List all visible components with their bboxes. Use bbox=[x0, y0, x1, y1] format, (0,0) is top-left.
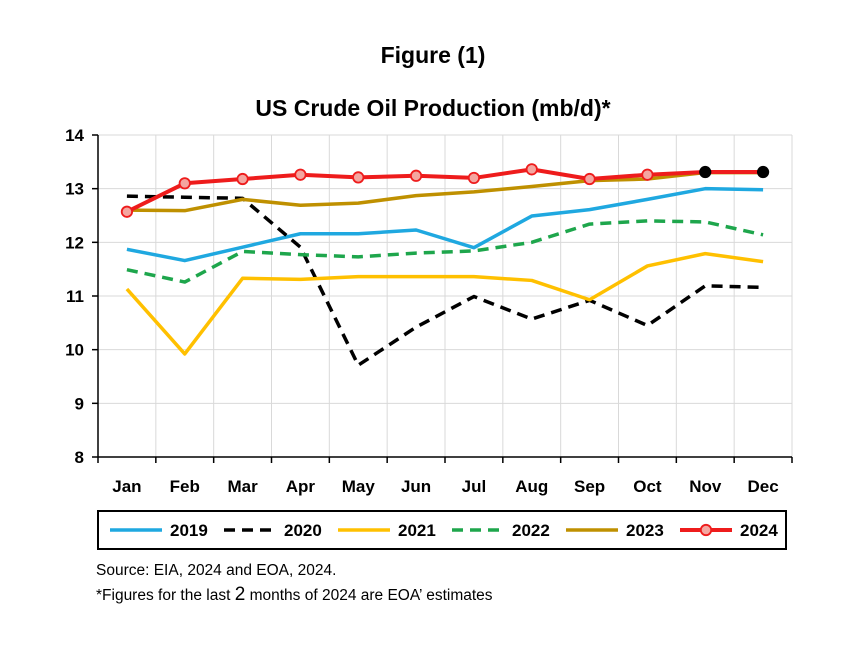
x-tick-label: Nov bbox=[689, 477, 722, 496]
series-line-2022 bbox=[126, 219, 764, 284]
x-tick-labels: Jan Feb Mar Apr May Jun Jul Aug Sep Oct Nov Dec bbox=[112, 477, 778, 496]
axes bbox=[92, 134, 793, 463]
x-tick-label: Feb bbox=[170, 477, 200, 496]
series-line-2020 bbox=[126, 194, 764, 367]
data-point bbox=[467, 171, 481, 185]
legend-marker-2024 bbox=[699, 523, 713, 537]
gridlines bbox=[98, 134, 793, 457]
series-line-2019 bbox=[126, 186, 764, 263]
data-point bbox=[409, 169, 423, 182]
x-tick-label: Apr bbox=[286, 477, 316, 496]
x-tick-label: Sep bbox=[574, 477, 605, 496]
source-text: Source: EIA, 2024 and EOA, 2024. bbox=[96, 562, 337, 579]
legend-label-2020: 2020 bbox=[284, 521, 322, 540]
data-point bbox=[525, 163, 538, 176]
y-tick-label: 11 bbox=[66, 287, 84, 306]
chart-title: US Crude Oil Production (mb/d)* bbox=[255, 95, 611, 121]
data-point bbox=[178, 177, 191, 190]
series-line-2021 bbox=[125, 251, 764, 356]
y-tick-label: 13 bbox=[65, 180, 84, 199]
legend-label-2019: 2019 bbox=[170, 521, 208, 540]
y-tick-label: 10 bbox=[65, 341, 84, 360]
data-point bbox=[641, 168, 654, 181]
y-tick-label: 9 bbox=[75, 394, 84, 413]
data-point-estimate bbox=[699, 165, 712, 179]
data-point bbox=[236, 172, 249, 186]
data-point bbox=[120, 205, 134, 218]
legend-label-2023: 2023 bbox=[626, 521, 664, 540]
series-line-2023 bbox=[126, 170, 764, 213]
data-point bbox=[352, 171, 365, 184]
series-lines bbox=[120, 163, 770, 367]
legend: 2019 2020 2021 2022 2023 2024 bbox=[97, 510, 787, 550]
x-tick-label: Mar bbox=[227, 477, 258, 496]
x-tick-label: May bbox=[342, 477, 376, 496]
y-tick-labels: 8 9 10 11 12 13 14 bbox=[65, 126, 84, 467]
footnote-suffix: months of 2024 are EOA’ estimates bbox=[245, 587, 493, 604]
legend-label-2022: 2022 bbox=[512, 521, 550, 540]
line-chart: 8 9 10 11 12 13 14 Jan Feb Mar Apr May Jun Jul Aug Sep… bbox=[65, 126, 793, 550]
x-tick-label: Oct bbox=[633, 477, 662, 496]
footnote-prefix: *Figures for the last bbox=[96, 587, 235, 604]
y-tick-label: 12 bbox=[65, 233, 84, 252]
legend-label-2021: 2021 bbox=[398, 521, 436, 540]
x-tick-label: Dec bbox=[747, 477, 778, 496]
legend-box bbox=[97, 510, 787, 550]
footnote: *Figures for the last 2 months of 2024 a… bbox=[96, 584, 493, 606]
x-tick-label: Aug bbox=[515, 477, 548, 496]
series-line-2024 bbox=[126, 167, 764, 214]
footnote-number: 2 bbox=[234, 584, 246, 605]
data-point bbox=[294, 168, 307, 181]
y-tick-label: 8 bbox=[75, 448, 84, 467]
data-point bbox=[583, 172, 596, 186]
x-tick-label: Jan bbox=[112, 477, 141, 496]
x-tick-label: Jun bbox=[401, 477, 431, 496]
data-point-estimate bbox=[756, 165, 770, 179]
figure-label: Figure (1) bbox=[380, 42, 486, 68]
x-tick-label: Jul bbox=[462, 477, 487, 496]
y-tick-label: 14 bbox=[65, 126, 84, 145]
legend-label-2024: 2024 bbox=[740, 521, 778, 540]
